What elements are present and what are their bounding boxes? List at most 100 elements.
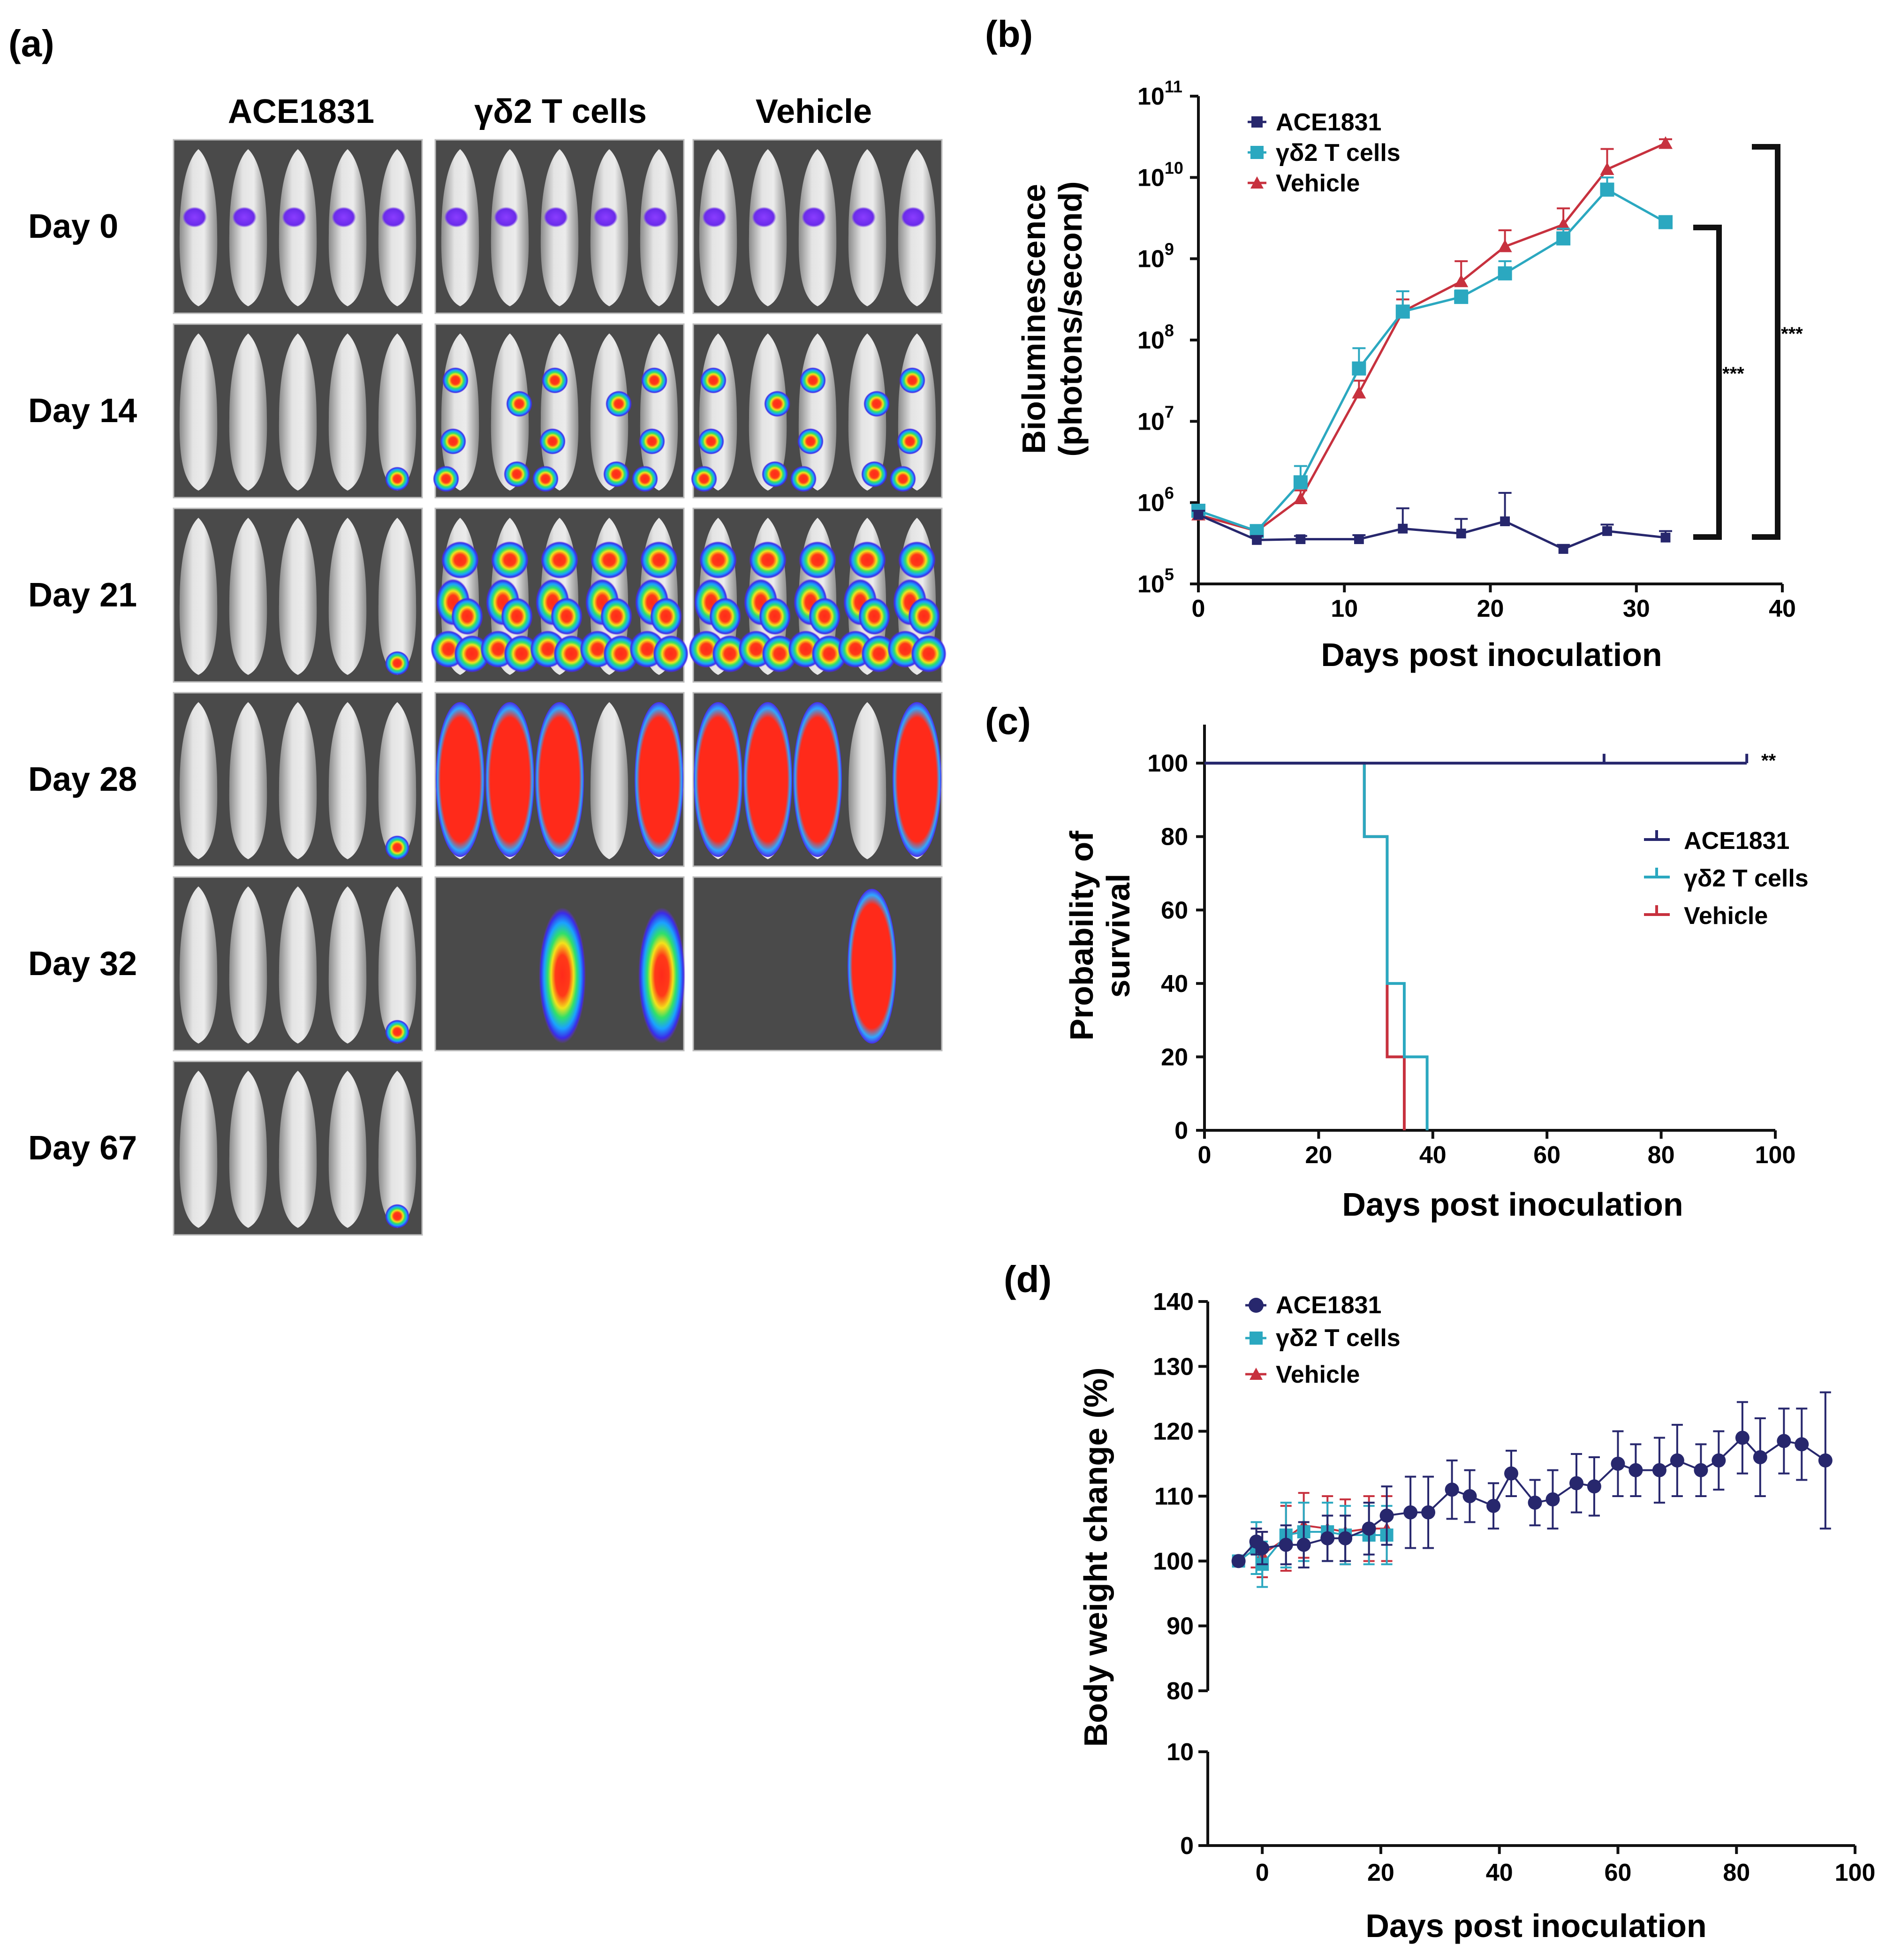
panel-d-xtick-label: 60 — [1605, 1859, 1632, 1886]
legend-d-gd2-label: γδ2 T cells — [1276, 1324, 1401, 1352]
panel-d: (d) Body weight change (%) Days post ino… — [1004, 1258, 1875, 1944]
panel-b-ytick-label: 109 — [1137, 240, 1174, 273]
legend-d-vehicle-marker — [1250, 1368, 1263, 1380]
panel-c-significance: ** — [1761, 750, 1776, 771]
imaging-panel-ace1831-2 — [173, 507, 423, 683]
panel-d-point-ace1831 — [1255, 1541, 1270, 1555]
panel-b-ytick-label: 1010 — [1137, 158, 1183, 191]
panel-d-point-ace1831 — [1379, 1508, 1394, 1523]
panel-b-point-gd2-t-cells — [1600, 182, 1614, 197]
panel-b-line-gd2-t-cells — [1198, 188, 1666, 533]
panel-d-point-ace1831 — [1504, 1466, 1518, 1481]
panel-b-significance-brackets: *** *** — [1693, 144, 1803, 540]
legend-d-gd2-marker — [1250, 1332, 1263, 1345]
imaging-panel-gd2-t-cells-4 — [434, 876, 685, 1052]
panel-a-label: (a) — [8, 23, 54, 64]
panel-b-line-ace1831 — [1198, 514, 1666, 551]
significance-bracket-gd2 — [1693, 225, 1722, 540]
legend-d-ace1831-marker — [1249, 1298, 1264, 1313]
panel-b-point-gd2-t-cells — [1352, 361, 1366, 376]
panel-b-xtick-label: 10 — [1331, 595, 1358, 622]
panel-d-point-ace1831 — [1445, 1483, 1459, 1497]
panel-b-point-gd2-t-cells — [1659, 215, 1673, 229]
panel-d-ytick-label: 90 — [1166, 1613, 1194, 1640]
panel-b-xtick-label: 30 — [1623, 595, 1650, 622]
panel-d-label: (d) — [1004, 1258, 1052, 1300]
panel-d-point-ace1831 — [1320, 1531, 1335, 1545]
panel-b-point-vehicle — [1352, 386, 1366, 399]
panel-c-ytick-label: 100 — [1147, 750, 1188, 777]
panel-d-point-ace1831 — [1362, 1521, 1376, 1536]
panel-d-point-ace1831 — [1421, 1505, 1436, 1520]
panel-b-xtick-label: 0 — [1192, 595, 1205, 622]
panel-d-point-ace1831 — [1296, 1537, 1311, 1552]
panel-d-point-ace1831 — [1694, 1463, 1708, 1477]
day-label-day-0: Day 0 — [28, 208, 118, 245]
panel-d-point-ace1831 — [1462, 1489, 1477, 1503]
panel-d-point-ace1831 — [1279, 1537, 1293, 1552]
panel-b-point-ace1831 — [1602, 526, 1612, 536]
significance-label-gd2: *** — [1722, 363, 1744, 384]
panel-c-ytick-label: 80 — [1161, 824, 1188, 851]
imaging-panel-gd2-t-cells-1 — [433, 323, 685, 499]
imaging-panel-gd2-t-cells-3 — [434, 692, 685, 867]
panel-b-xtick-label: 20 — [1477, 595, 1504, 622]
panel-b-point-gd2-t-cells — [1293, 475, 1308, 490]
panel-d-ytick-label: 130 — [1153, 1353, 1194, 1380]
panel-c-curve-vehicle — [1204, 762, 1406, 1130]
panel-d-xtick-label: 0 — [1256, 1859, 1269, 1886]
panel-d-point-ace1831 — [1231, 1554, 1246, 1568]
imaging-panel-vehicle-4 — [692, 876, 943, 1052]
panel-d-ytick-label: 140 — [1153, 1288, 1194, 1316]
panel-b-ytick-label: 1011 — [1137, 77, 1182, 110]
panel-d-xlabel: Days post inoculation — [1365, 1907, 1706, 1944]
panel-b-point-ace1831 — [1500, 516, 1510, 526]
panel-b-point-ace1831 — [1660, 532, 1671, 543]
panel-d-ytick-label: 80 — [1166, 1678, 1194, 1705]
panel-d-point-ace1831 — [1403, 1505, 1418, 1520]
column-header-vehicle: Vehicle — [756, 93, 872, 130]
legend-b-vehicle-label: Vehicle — [1276, 170, 1360, 197]
imaging-panel-ace1831-5 — [173, 1060, 423, 1236]
panel-d-point-ace1831 — [1652, 1463, 1666, 1477]
panel-d-point-ace1831 — [1569, 1476, 1584, 1491]
panel-b-point-vehicle — [1600, 162, 1614, 175]
panel-c-curve-gd2-t-cells — [1204, 762, 1429, 1130]
legend-b-ace1831-label: ACE1831 — [1276, 109, 1381, 136]
imaging-panel-gd2-t-cells-2 — [431, 507, 689, 683]
imaging-panel-ace1831-4 — [173, 876, 423, 1052]
panel-b-line-vehicle — [1198, 142, 1666, 533]
day-label-day-28: Day 28 — [28, 761, 137, 798]
panel-d-point-ace1831 — [1670, 1453, 1684, 1468]
panel-d-xtick-label: 100 — [1835, 1859, 1876, 1886]
panel-c-xtick-label: 80 — [1648, 1142, 1675, 1169]
panel-a: (a) ACE1831 γδ2 T cells Vehicle Day 0 Day… — [8, 23, 947, 1236]
panel-d-ytick-label: 10 — [1166, 1739, 1194, 1766]
panel-b-label: (b) — [985, 13, 1033, 55]
panel-b-xtick-label: 40 — [1769, 595, 1796, 622]
legend-b-vehicle-marker — [1250, 176, 1264, 189]
panel-d-ytick-label: 0 — [1180, 1832, 1194, 1860]
panel-c-ylabel-line2: survival — [1100, 874, 1136, 998]
panel-d-point-ace1831 — [1611, 1456, 1625, 1471]
panel-d-ytick-label: 110 — [1154, 1483, 1194, 1510]
panel-b-point-ace1831 — [1398, 523, 1408, 534]
panel-c-ytick-label: 0 — [1174, 1117, 1188, 1144]
imaging-panel-vehicle-0 — [692, 139, 943, 314]
panel-d-xtick-label: 80 — [1723, 1859, 1750, 1886]
panel-b-ytick-label: 106 — [1137, 484, 1174, 517]
panel-b-point-ace1831 — [1193, 510, 1204, 520]
panel-b-point-vehicle — [1556, 217, 1571, 230]
panel-c-ytick-label: 60 — [1161, 897, 1188, 924]
panel-b-point-ace1831 — [1295, 534, 1306, 545]
panel-c-xlabel: Days post inoculation — [1342, 1186, 1683, 1223]
panel-c-xtick-label: 100 — [1755, 1142, 1796, 1169]
panel-d-xtick-label: 40 — [1486, 1859, 1513, 1886]
panel-d-point-ace1831 — [1818, 1453, 1833, 1468]
significance-label-vehicle: *** — [1781, 324, 1803, 344]
panel-d-point-ace1831 — [1545, 1492, 1560, 1506]
legend-c-ace1831-label: ACE1831 — [1684, 827, 1789, 855]
panel-c-xtick-label: 40 — [1419, 1142, 1447, 1169]
panel-c-xtick-label: 0 — [1198, 1142, 1212, 1169]
